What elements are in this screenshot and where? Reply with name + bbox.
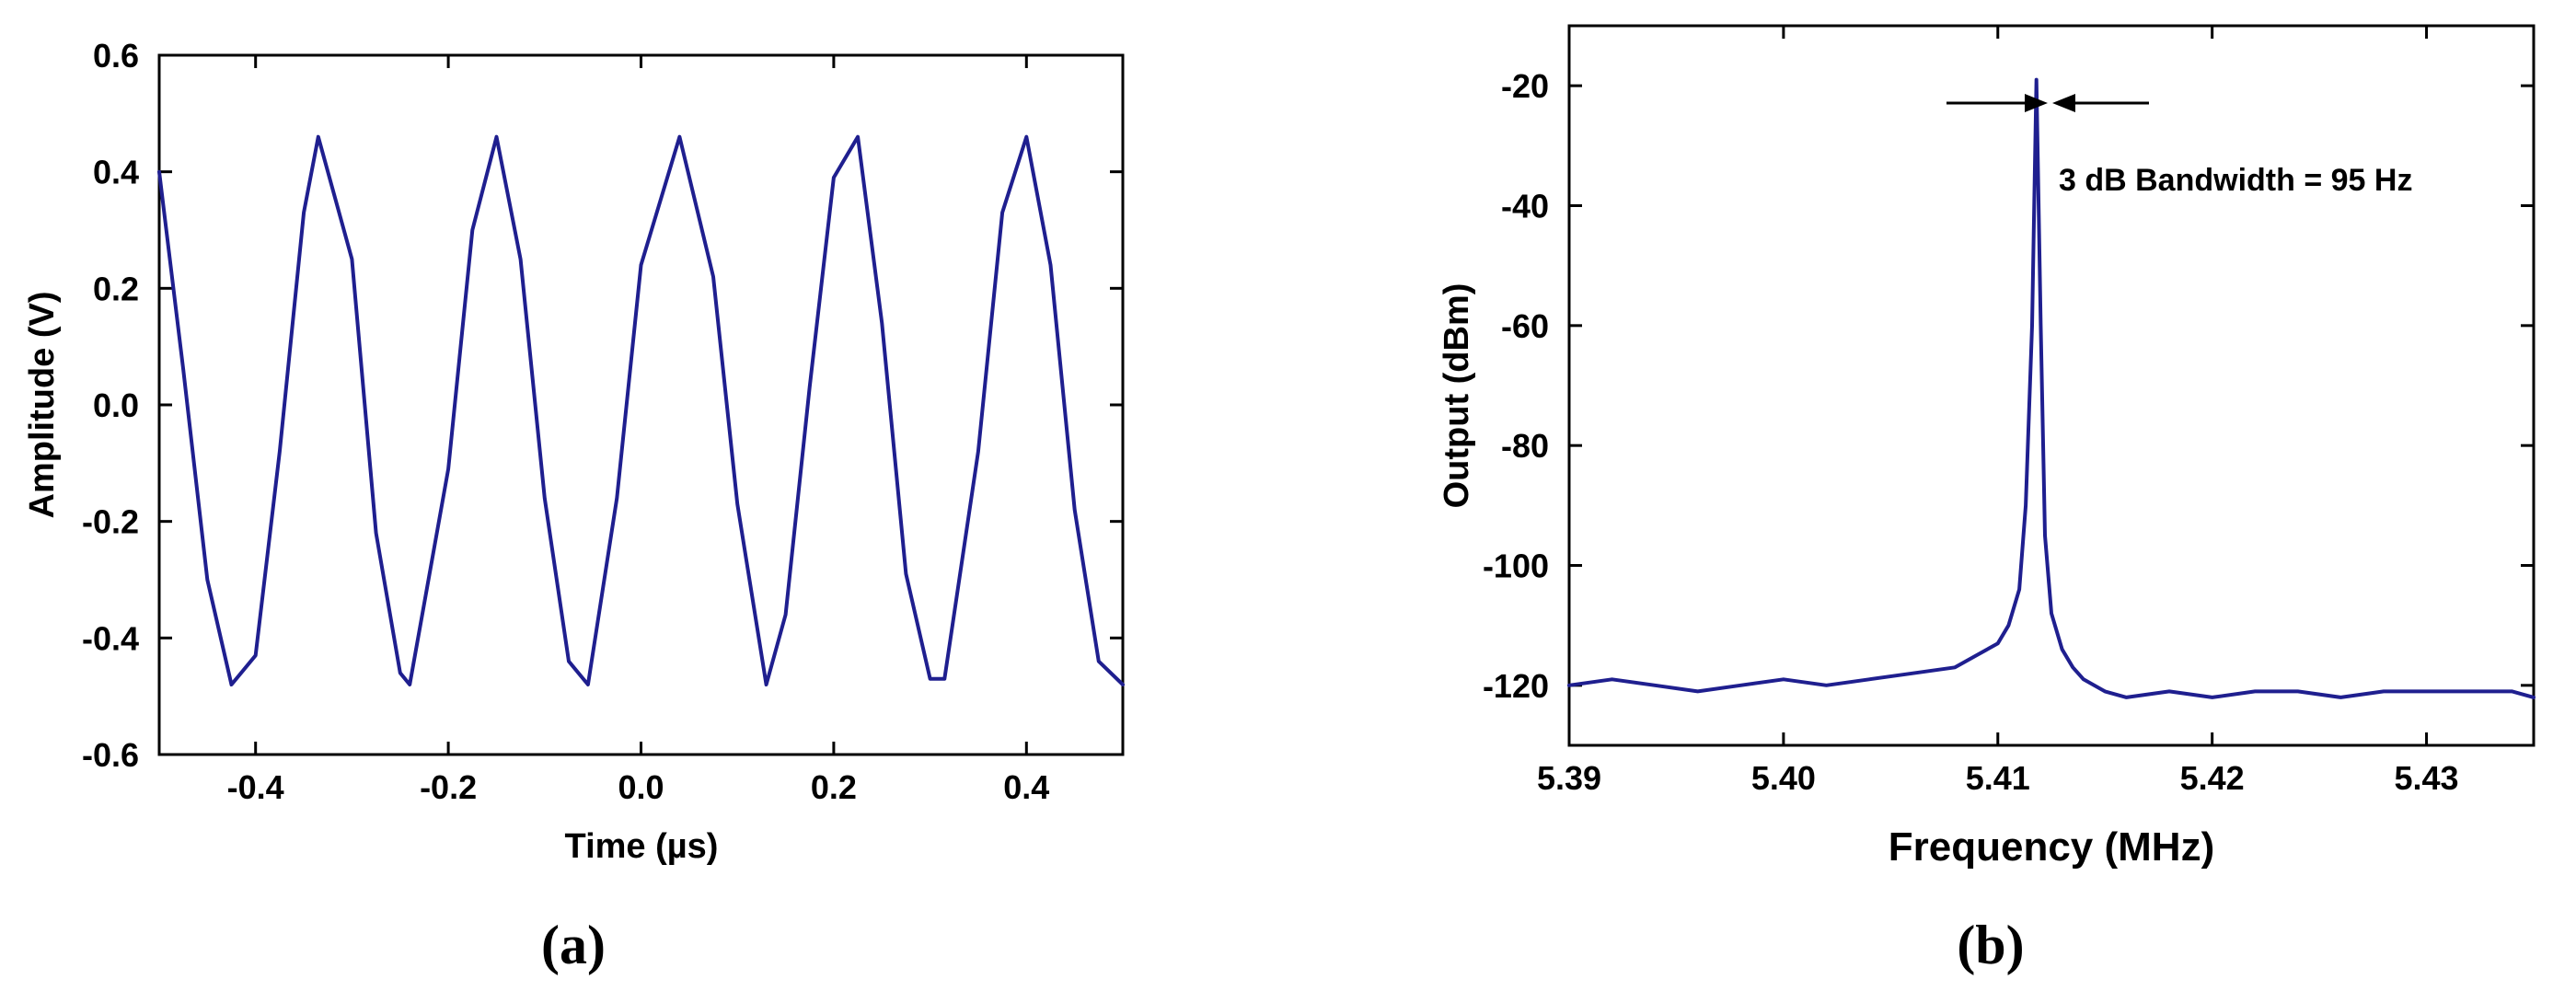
left-arrow-head xyxy=(2025,94,2048,112)
y-tick-label-b-1: -40 xyxy=(1501,188,1549,225)
x-tick-label-a-3: 0.2 xyxy=(811,768,857,806)
x-tick-label-a-2: 0.0 xyxy=(618,768,664,806)
panel-label-b: (b) xyxy=(1957,915,2024,975)
x-tick-label-b-4: 5.43 xyxy=(2395,759,2459,797)
y-tick-label-a-6: -0.6 xyxy=(82,736,139,774)
tick-label-group-a: -0.4 -0.2 0.0 0.2 0.4 0.6 0.4 0.2 0.0 -0.2 -0.4 -0.… xyxy=(82,37,1049,806)
y-tick-label-a-3: 0.0 xyxy=(93,386,139,424)
y-tick-label-a-4: -0.2 xyxy=(82,503,139,541)
x-tick-label-b-2: 5.41 xyxy=(1966,759,2030,797)
tick-group-a xyxy=(159,53,1123,756)
series-line-a-0 xyxy=(157,134,1125,686)
tick-group-b xyxy=(1567,26,2534,745)
y-tick-label-b-0: -20 xyxy=(1501,67,1549,105)
chart-panel-a: -0.4 -0.2 0.0 0.2 0.4 0.6 0.4 0.2 0.0 -0.2 -0.4 -0.… xyxy=(23,37,1125,975)
x-tick-label-b-0: 5.39 xyxy=(1537,759,1601,797)
x-axis-title-b: Frequency (MHz) xyxy=(1889,824,2214,870)
y-tick-label-b-2: -60 xyxy=(1501,307,1549,345)
right-arrow-head xyxy=(2052,94,2075,112)
y-tick-label-a-1: 0.4 xyxy=(93,154,139,191)
y-tick-label-a-2: 0.2 xyxy=(93,270,139,307)
x-tick-label-a-4: 0.4 xyxy=(1003,768,1049,806)
y-tick-label-b-3: -80 xyxy=(1501,427,1549,465)
y-axis-title-a: Amplitude (V) xyxy=(23,292,62,519)
x-tick-label-b-1: 5.40 xyxy=(1751,759,1816,797)
x-tick-label-a-1: -0.2 xyxy=(420,768,477,806)
plot-frame-a xyxy=(157,53,1125,756)
chart-panel-b: 5.39 5.40 5.41 5.42 5.43 -20 -40 -60 -80 -100 -120… xyxy=(1438,24,2536,975)
y-tick-label-b-4: -100 xyxy=(1483,547,1549,585)
plot-frame-b xyxy=(1567,24,2536,747)
y-tick-label-a-0: 0.6 xyxy=(93,37,139,75)
bandwidth-annotation: 3 dB Bandwidth = 95 Hz xyxy=(2059,163,2412,198)
series-line-b-0 xyxy=(1567,77,2536,699)
y-axis-title-b: Output (dBm) xyxy=(1438,283,1476,509)
panel-label-a: (a) xyxy=(541,915,606,975)
y-tick-label-a-5: -0.4 xyxy=(82,619,139,657)
tick-label-group-b: 5.39 5.40 5.41 5.42 5.43 -20 -40 -60 -80 -100 -120 xyxy=(1483,67,2459,797)
y-tick-label-b-5: -120 xyxy=(1483,667,1549,705)
x-axis-title-a: Time (µs) xyxy=(565,827,719,866)
x-tick-label-a-0: -0.4 xyxy=(227,768,284,806)
x-tick-label-b-3: 5.42 xyxy=(2180,759,2245,797)
bandwidth-arrows xyxy=(1946,94,2149,112)
series-group-a xyxy=(157,134,1125,686)
series-group-b xyxy=(1567,77,2536,699)
